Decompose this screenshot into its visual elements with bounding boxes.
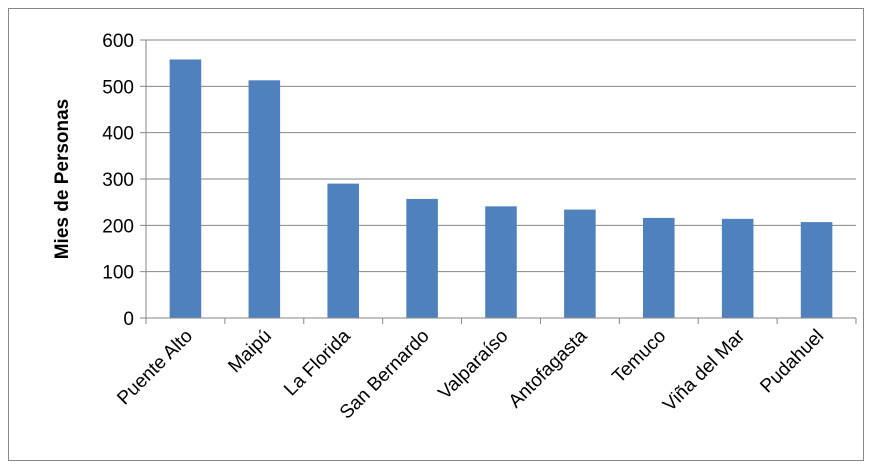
bar-pudahuel	[800, 222, 833, 318]
x-tick-label: Pudahuel	[756, 326, 828, 398]
bar-valpara-so	[485, 206, 517, 318]
y-tick-label: 200	[102, 216, 134, 237]
x-tick-label: Puente Alto	[113, 326, 197, 410]
x-tick-label: Viña del Mar	[659, 325, 750, 416]
x-tick-label: Temuco	[608, 326, 670, 388]
y-tick-label: 600	[102, 31, 134, 52]
axes	[145, 40, 857, 324]
bar-antofagasta	[564, 209, 596, 318]
y-tick-label: 300	[102, 170, 134, 191]
bar-vi-a-del-mar	[721, 218, 754, 318]
y-tick-labels: 0 100 200 300 400 500 600	[102, 31, 134, 330]
bar-puente-alto	[169, 59, 202, 319]
bar-temuco	[643, 217, 675, 318]
bar-maip-	[248, 80, 281, 318]
x-tick-label: Valparaíso	[434, 326, 512, 404]
bar-la-florida	[327, 183, 359, 318]
y-tick-label: 400	[102, 124, 134, 145]
y-axis-title: Mies de Personas	[52, 99, 73, 260]
y-tick-label: 100	[102, 263, 134, 284]
x-tick-label: Maipú	[224, 326, 275, 377]
bar-san-bernardo	[406, 198, 438, 318]
bars	[169, 59, 833, 319]
y-tick-label: 0	[123, 309, 134, 330]
x-tick-label: La Florida	[280, 325, 355, 400]
y-tick-label: 500	[102, 77, 134, 98]
x-tick-label: Antofagasta	[505, 325, 592, 412]
